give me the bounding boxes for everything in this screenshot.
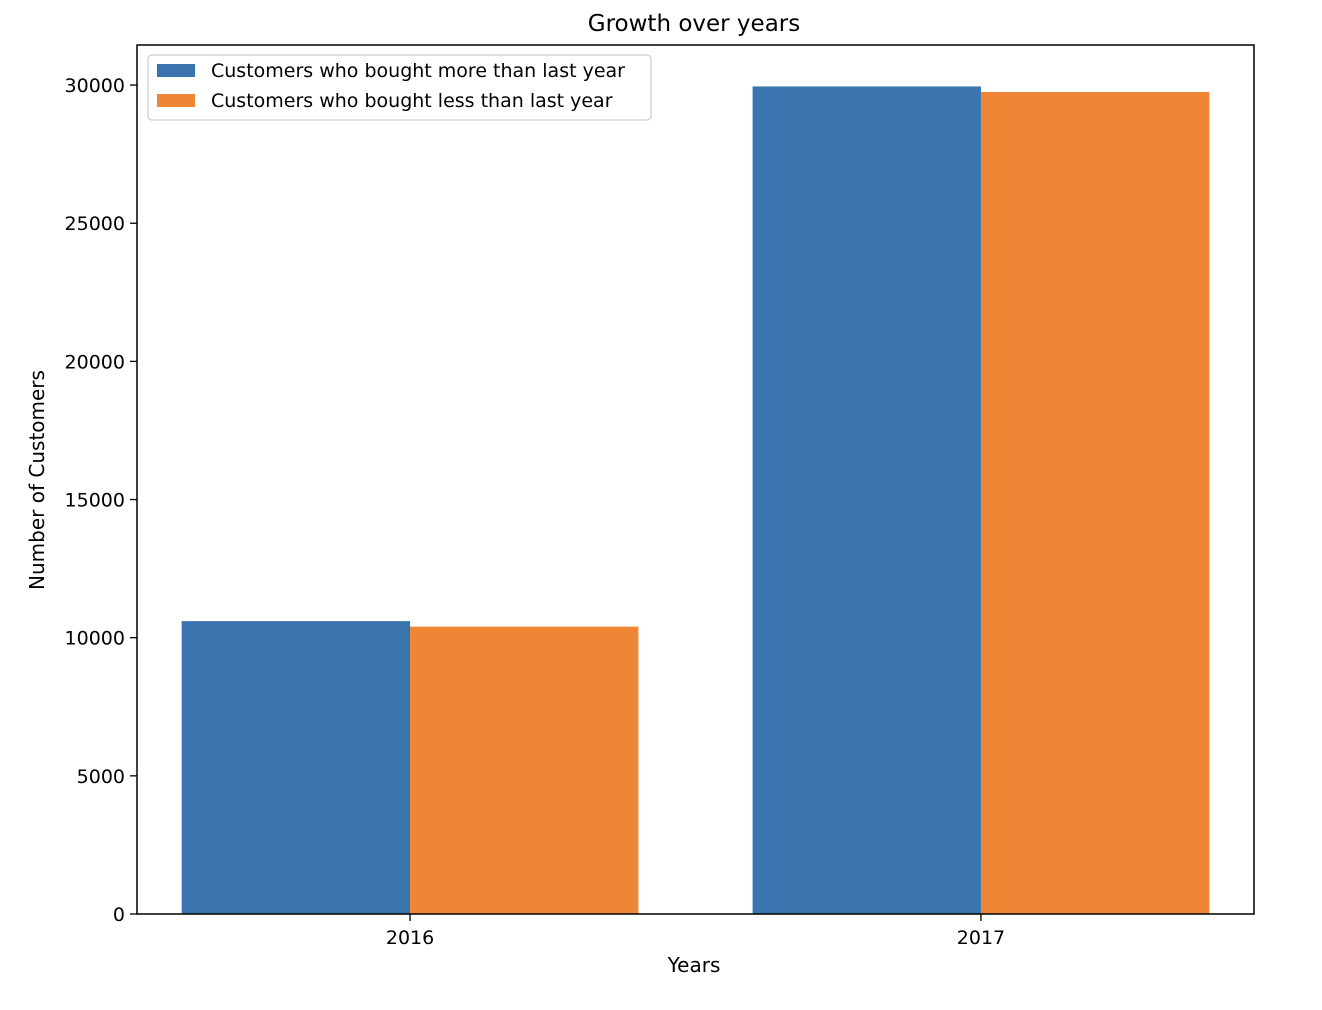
- y-tick-label: 15000: [65, 490, 125, 512]
- x-axis-ticks: 2016 2017: [386, 914, 1005, 949]
- x-tick-label: 2017: [957, 927, 1005, 949]
- y-tick-label: 30000: [65, 75, 125, 97]
- bar-2017-series-1: [752, 86, 981, 915]
- y-tick-label: 20000: [65, 351, 125, 373]
- y-tick-label: 25000: [65, 213, 125, 235]
- y-tick-label: 0: [113, 904, 125, 926]
- y-axis-label: Number of Customers: [25, 370, 49, 590]
- bar-2016-series-1: [181, 621, 411, 914]
- bar-2016-series-2: [410, 626, 639, 914]
- legend-label: Customers who bought less than last year: [211, 90, 613, 112]
- legend-box: [147, 54, 652, 121]
- legend-items: Customers who bought more than last year…: [157, 60, 625, 112]
- legend-swatch: [157, 94, 195, 107]
- y-axis-ticks: 0 5000 10000 15000 20000 25000 30000: [65, 75, 137, 926]
- x-axis-label: Years: [667, 953, 721, 977]
- x-tick-label: 2016: [386, 927, 434, 949]
- y-tick-label: 10000: [65, 628, 125, 650]
- y-tick-label: 5000: [77, 766, 125, 788]
- chart-title: Growth over years: [588, 11, 800, 37]
- bars-layer: [181, 86, 1210, 915]
- legend-label: Customers who bought more than last year: [211, 60, 625, 82]
- plot-frame: [136, 44, 1255, 915]
- legend: Customers who bought more than last year…: [147, 54, 652, 121]
- bar-2017-series-2: [980, 91, 1210, 915]
- legend-swatch: [157, 64, 195, 77]
